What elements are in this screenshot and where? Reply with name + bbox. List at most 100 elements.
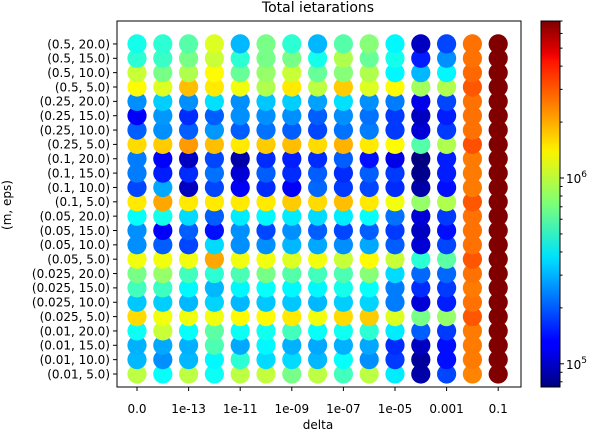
data-point xyxy=(204,235,224,255)
data-point xyxy=(411,206,431,226)
data-point xyxy=(385,192,405,212)
data-point xyxy=(282,120,302,140)
data-point xyxy=(230,364,250,384)
data-point xyxy=(204,335,224,355)
data-point xyxy=(359,149,379,169)
data-point xyxy=(282,163,302,183)
data-point xyxy=(437,77,457,97)
data-point xyxy=(179,235,199,255)
data-point xyxy=(462,48,482,68)
data-point xyxy=(230,249,250,269)
data-point xyxy=(153,34,173,54)
y-tick-label: (0.01, 15.0) xyxy=(40,339,110,353)
data-point xyxy=(256,177,276,198)
data-point xyxy=(179,264,199,284)
colorbar-tick-label: 105 xyxy=(566,356,587,372)
x-tick-label: 1e-07 xyxy=(326,402,361,416)
data-point xyxy=(359,292,379,312)
y-tick-label: (0.025, 20.0) xyxy=(32,267,110,281)
data-point xyxy=(385,321,405,341)
data-point xyxy=(282,292,302,312)
data-point xyxy=(179,249,199,269)
data-point xyxy=(153,307,173,327)
data-point xyxy=(256,249,276,269)
data-point xyxy=(385,292,405,312)
data-point xyxy=(230,106,250,126)
colorbar-ticks: 105 106 xyxy=(560,20,587,383)
data-point xyxy=(179,34,199,54)
data-point xyxy=(179,220,199,241)
data-point xyxy=(333,192,353,212)
data-point xyxy=(437,91,457,111)
y-tick-label: (0.025, 15.0) xyxy=(32,281,110,295)
data-point xyxy=(411,264,431,284)
data-point xyxy=(333,149,353,169)
data-point xyxy=(127,321,147,341)
data-point xyxy=(359,264,379,284)
x-tick-label: 1e-11 xyxy=(223,402,258,416)
data-point xyxy=(437,307,457,327)
y-axis-label: (m, eps) xyxy=(0,180,14,230)
data-point xyxy=(256,120,276,140)
data-point xyxy=(127,91,147,111)
data-point xyxy=(127,364,147,384)
data-point xyxy=(308,77,328,97)
data-point xyxy=(230,77,250,97)
y-tick-label: (0.01, 10.0) xyxy=(40,353,110,367)
data-point xyxy=(282,335,302,355)
data-point xyxy=(411,134,431,154)
data-point xyxy=(462,249,482,269)
data-point xyxy=(437,34,457,54)
x-axis-label: delta xyxy=(303,418,333,432)
data-point xyxy=(282,235,302,255)
data-point xyxy=(282,48,302,68)
data-point xyxy=(333,292,353,312)
data-point xyxy=(411,192,431,212)
data-point xyxy=(204,106,224,126)
data-point xyxy=(359,120,379,140)
data-point xyxy=(411,278,431,298)
data-point xyxy=(308,278,328,298)
data-point xyxy=(462,278,482,298)
data-point xyxy=(333,77,353,97)
data-point xyxy=(308,163,328,183)
data-point xyxy=(437,120,457,140)
data-point xyxy=(127,206,147,226)
data-point xyxy=(230,264,250,284)
y-tick-label: (0.01, 5.0) xyxy=(47,367,110,381)
data-point xyxy=(308,350,328,370)
data-point xyxy=(462,34,482,54)
data-point xyxy=(359,63,379,83)
y-tick-label: (0.05, 5.0) xyxy=(47,253,110,267)
data-point xyxy=(437,350,457,370)
data-point xyxy=(282,192,302,212)
data-point xyxy=(127,264,147,284)
y-tick-label: (0.1, 10.0) xyxy=(47,181,110,195)
data-point xyxy=(462,292,482,312)
data-point xyxy=(333,278,353,298)
data-point xyxy=(359,364,379,384)
data-point xyxy=(230,149,250,169)
data-point xyxy=(359,177,379,198)
data-point xyxy=(127,149,147,169)
data-point xyxy=(179,149,199,169)
data-point xyxy=(204,307,224,327)
data-point xyxy=(256,192,276,212)
data-point xyxy=(282,106,302,126)
data-point xyxy=(411,77,431,97)
data-point xyxy=(308,307,328,327)
data-point xyxy=(359,34,379,54)
data-point xyxy=(256,264,276,284)
data-point xyxy=(411,364,431,384)
data-point xyxy=(359,307,379,327)
data-point xyxy=(462,91,482,111)
data-point xyxy=(230,292,250,312)
data-point xyxy=(308,134,328,154)
data-point xyxy=(127,34,147,54)
data-point xyxy=(308,206,328,226)
data-point xyxy=(282,321,302,341)
data-point xyxy=(230,335,250,355)
data-point xyxy=(127,134,147,154)
colorbar-tick-exponent: 5 xyxy=(581,356,587,366)
